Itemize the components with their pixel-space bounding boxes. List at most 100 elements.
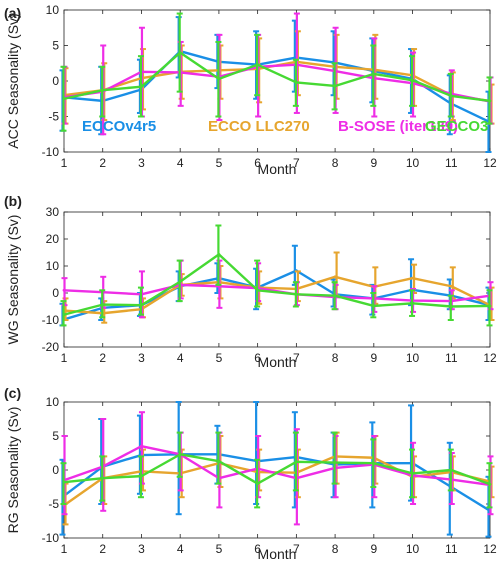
y-tick-label: 0 xyxy=(52,74,59,88)
series-eccov4r5 xyxy=(59,401,492,538)
legend-entry: GECCO3 xyxy=(425,118,488,135)
data-point xyxy=(488,482,492,486)
x-tick-label: 8 xyxy=(332,542,339,556)
data-point xyxy=(333,84,337,88)
x-tick-label: 4 xyxy=(177,156,184,170)
x-tick-label: 8 xyxy=(332,351,339,365)
y-axis-label: RG Seasonality (Sv) xyxy=(5,407,21,534)
series-gecco3 xyxy=(60,224,493,327)
x-tick-label: 12 xyxy=(483,156,497,170)
y-axis-label: ACC Seasonality (Sv) xyxy=(5,13,21,148)
series-eccov4r5 xyxy=(59,244,492,327)
x-tick-label: 6 xyxy=(254,542,261,556)
data-point xyxy=(101,303,105,307)
x-tick-label: 1 xyxy=(61,542,68,556)
y-tick-label: 5 xyxy=(52,39,59,53)
data-point xyxy=(449,468,453,472)
x-tick-label: 5 xyxy=(216,351,223,365)
panel-label: (a) xyxy=(4,5,21,21)
x-axis-label: Month xyxy=(258,354,297,370)
data-point xyxy=(140,303,143,307)
data-point xyxy=(101,476,105,480)
data-point xyxy=(178,51,182,54)
x-tick-label: 7 xyxy=(293,156,300,170)
data-point xyxy=(62,313,66,316)
y-tick-label: -5 xyxy=(48,110,59,124)
data-point xyxy=(449,305,453,308)
y-tick-label: 20 xyxy=(46,232,60,246)
series-b-sose-iter139- xyxy=(61,411,494,526)
x-tick-label: 3 xyxy=(138,351,145,365)
y-tick-label: 5 xyxy=(52,429,59,443)
series-ecco-llc270 xyxy=(62,251,495,324)
data-point xyxy=(488,304,492,308)
data-point xyxy=(62,97,66,101)
x-tick-label: 12 xyxy=(483,542,497,556)
data-point xyxy=(140,444,143,448)
y-tick-label: 0 xyxy=(52,286,59,300)
data-point xyxy=(411,301,414,305)
series-line xyxy=(63,60,491,103)
data-point xyxy=(372,72,376,76)
x-tick-label: 6 xyxy=(254,351,261,365)
series-ecco-llc270 xyxy=(62,431,495,526)
data-point xyxy=(294,81,298,84)
y-tick-label: 0 xyxy=(52,463,59,477)
series-line xyxy=(63,453,491,486)
data-point xyxy=(217,459,221,463)
plot-frame xyxy=(63,401,491,539)
data-point xyxy=(488,99,492,103)
series-line xyxy=(63,269,491,321)
series-line xyxy=(63,275,491,315)
x-axis-label: Month xyxy=(258,546,297,562)
x-tick-label: 4 xyxy=(177,542,184,556)
data-point xyxy=(140,474,143,478)
data-point xyxy=(411,472,414,475)
data-point xyxy=(256,288,260,292)
series-line xyxy=(63,63,491,103)
data-point xyxy=(333,294,337,298)
y-axis-label: WG Seasonality (Sv) xyxy=(5,215,21,345)
y-tick-label: -10 xyxy=(42,145,60,159)
x-tick-label: 10 xyxy=(406,351,420,365)
legend-entry: B-SOSE (iter139) xyxy=(338,118,458,135)
data-point xyxy=(178,280,182,284)
series-ecco-llc270 xyxy=(62,30,495,125)
data-point xyxy=(333,461,337,464)
x-tick-label: 9 xyxy=(370,156,377,170)
x-tick-label: 12 xyxy=(483,351,497,365)
data-point xyxy=(372,461,376,465)
data-point xyxy=(411,276,414,280)
legend: ECCOv4r5 ECCO LLC270 B-SOSE (iter139)GECCO… xyxy=(82,118,488,135)
x-tick-label: 11 xyxy=(445,351,458,365)
data-point xyxy=(449,94,453,98)
data-point xyxy=(62,288,66,292)
series-line xyxy=(63,453,491,512)
y-tick-label: 30 xyxy=(46,205,60,219)
y-tick-label: 10 xyxy=(46,395,60,409)
x-tick-label: 7 xyxy=(293,542,300,556)
legend-entry: ECCOv4r5 xyxy=(82,118,156,135)
data-point xyxy=(217,77,221,81)
x-tick-label: 4 xyxy=(177,351,184,365)
data-point xyxy=(372,304,376,308)
data-point xyxy=(217,252,221,256)
x-tick-label: 9 xyxy=(370,542,377,556)
x-tick-label: 1 xyxy=(61,351,68,365)
data-point xyxy=(256,63,260,67)
y-tick-label: -20 xyxy=(42,340,60,354)
y-tick-label: -5 xyxy=(48,497,59,511)
x-tick-label: 11 xyxy=(445,156,458,170)
y-tick-label: 10 xyxy=(46,259,60,273)
data-point xyxy=(178,452,182,456)
x-tick-label: 10 xyxy=(406,156,420,170)
data-point xyxy=(140,85,143,89)
x-tick-label: 10 xyxy=(406,542,420,556)
data-point xyxy=(333,275,337,279)
x-tick-label: 8 xyxy=(332,156,339,170)
x-tick-label: 3 xyxy=(138,156,145,170)
